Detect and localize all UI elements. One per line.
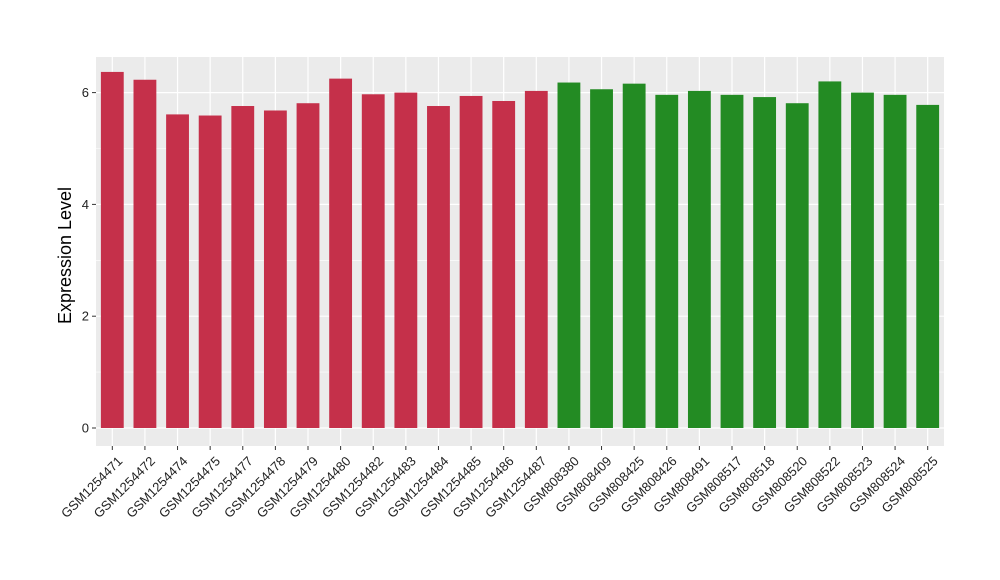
y-axis-title: Expression Level bbox=[55, 187, 75, 324]
bar-GSM1254483 bbox=[394, 92, 418, 428]
plot-panel bbox=[96, 57, 944, 446]
bar-GSM1254484 bbox=[427, 106, 450, 429]
bar-GSM1254479 bbox=[296, 103, 320, 428]
y-axis: 0 2 4 6 bbox=[82, 85, 96, 436]
bar-GSM808523 bbox=[851, 92, 874, 428]
bar-GSM1254480 bbox=[329, 78, 353, 428]
x-axis: GSM1254471GSM1254472GSM1254474GSM1254475… bbox=[58, 446, 941, 521]
bar-GSM1254478 bbox=[263, 110, 287, 428]
bar-GSM1254482 bbox=[361, 94, 385, 428]
bar-GSM1254472 bbox=[133, 79, 157, 429]
bar-GSM1254471 bbox=[100, 71, 124, 429]
bar-GSM808525 bbox=[916, 104, 940, 428]
bar-GSM808517 bbox=[720, 94, 744, 428]
bar-GSM808426 bbox=[655, 94, 679, 428]
bar-GSM1254485 bbox=[459, 95, 483, 428]
bar-GSM1254475 bbox=[198, 115, 222, 429]
y-tick-label: 6 bbox=[82, 85, 89, 100]
bar-GSM808380 bbox=[557, 82, 581, 429]
bars bbox=[100, 71, 940, 429]
y-tick-label: 4 bbox=[82, 197, 89, 212]
bar-GSM808409 bbox=[590, 89, 613, 428]
bar-GSM1254474 bbox=[166, 114, 189, 428]
bar-GSM808524 bbox=[883, 94, 907, 428]
y-tick-label: 0 bbox=[82, 421, 89, 436]
bar-GSM1254487 bbox=[524, 90, 548, 428]
y-tick-label: 2 bbox=[82, 309, 89, 324]
bar-GSM1254486 bbox=[492, 100, 516, 429]
bar-GSM808518 bbox=[753, 97, 777, 429]
bar-GSM808491 bbox=[687, 90, 711, 428]
bar-GSM1254477 bbox=[231, 106, 255, 429]
bar-GSM808425 bbox=[622, 83, 646, 428]
bar-GSM808522 bbox=[818, 81, 842, 429]
bar-GSM808520 bbox=[785, 103, 809, 428]
